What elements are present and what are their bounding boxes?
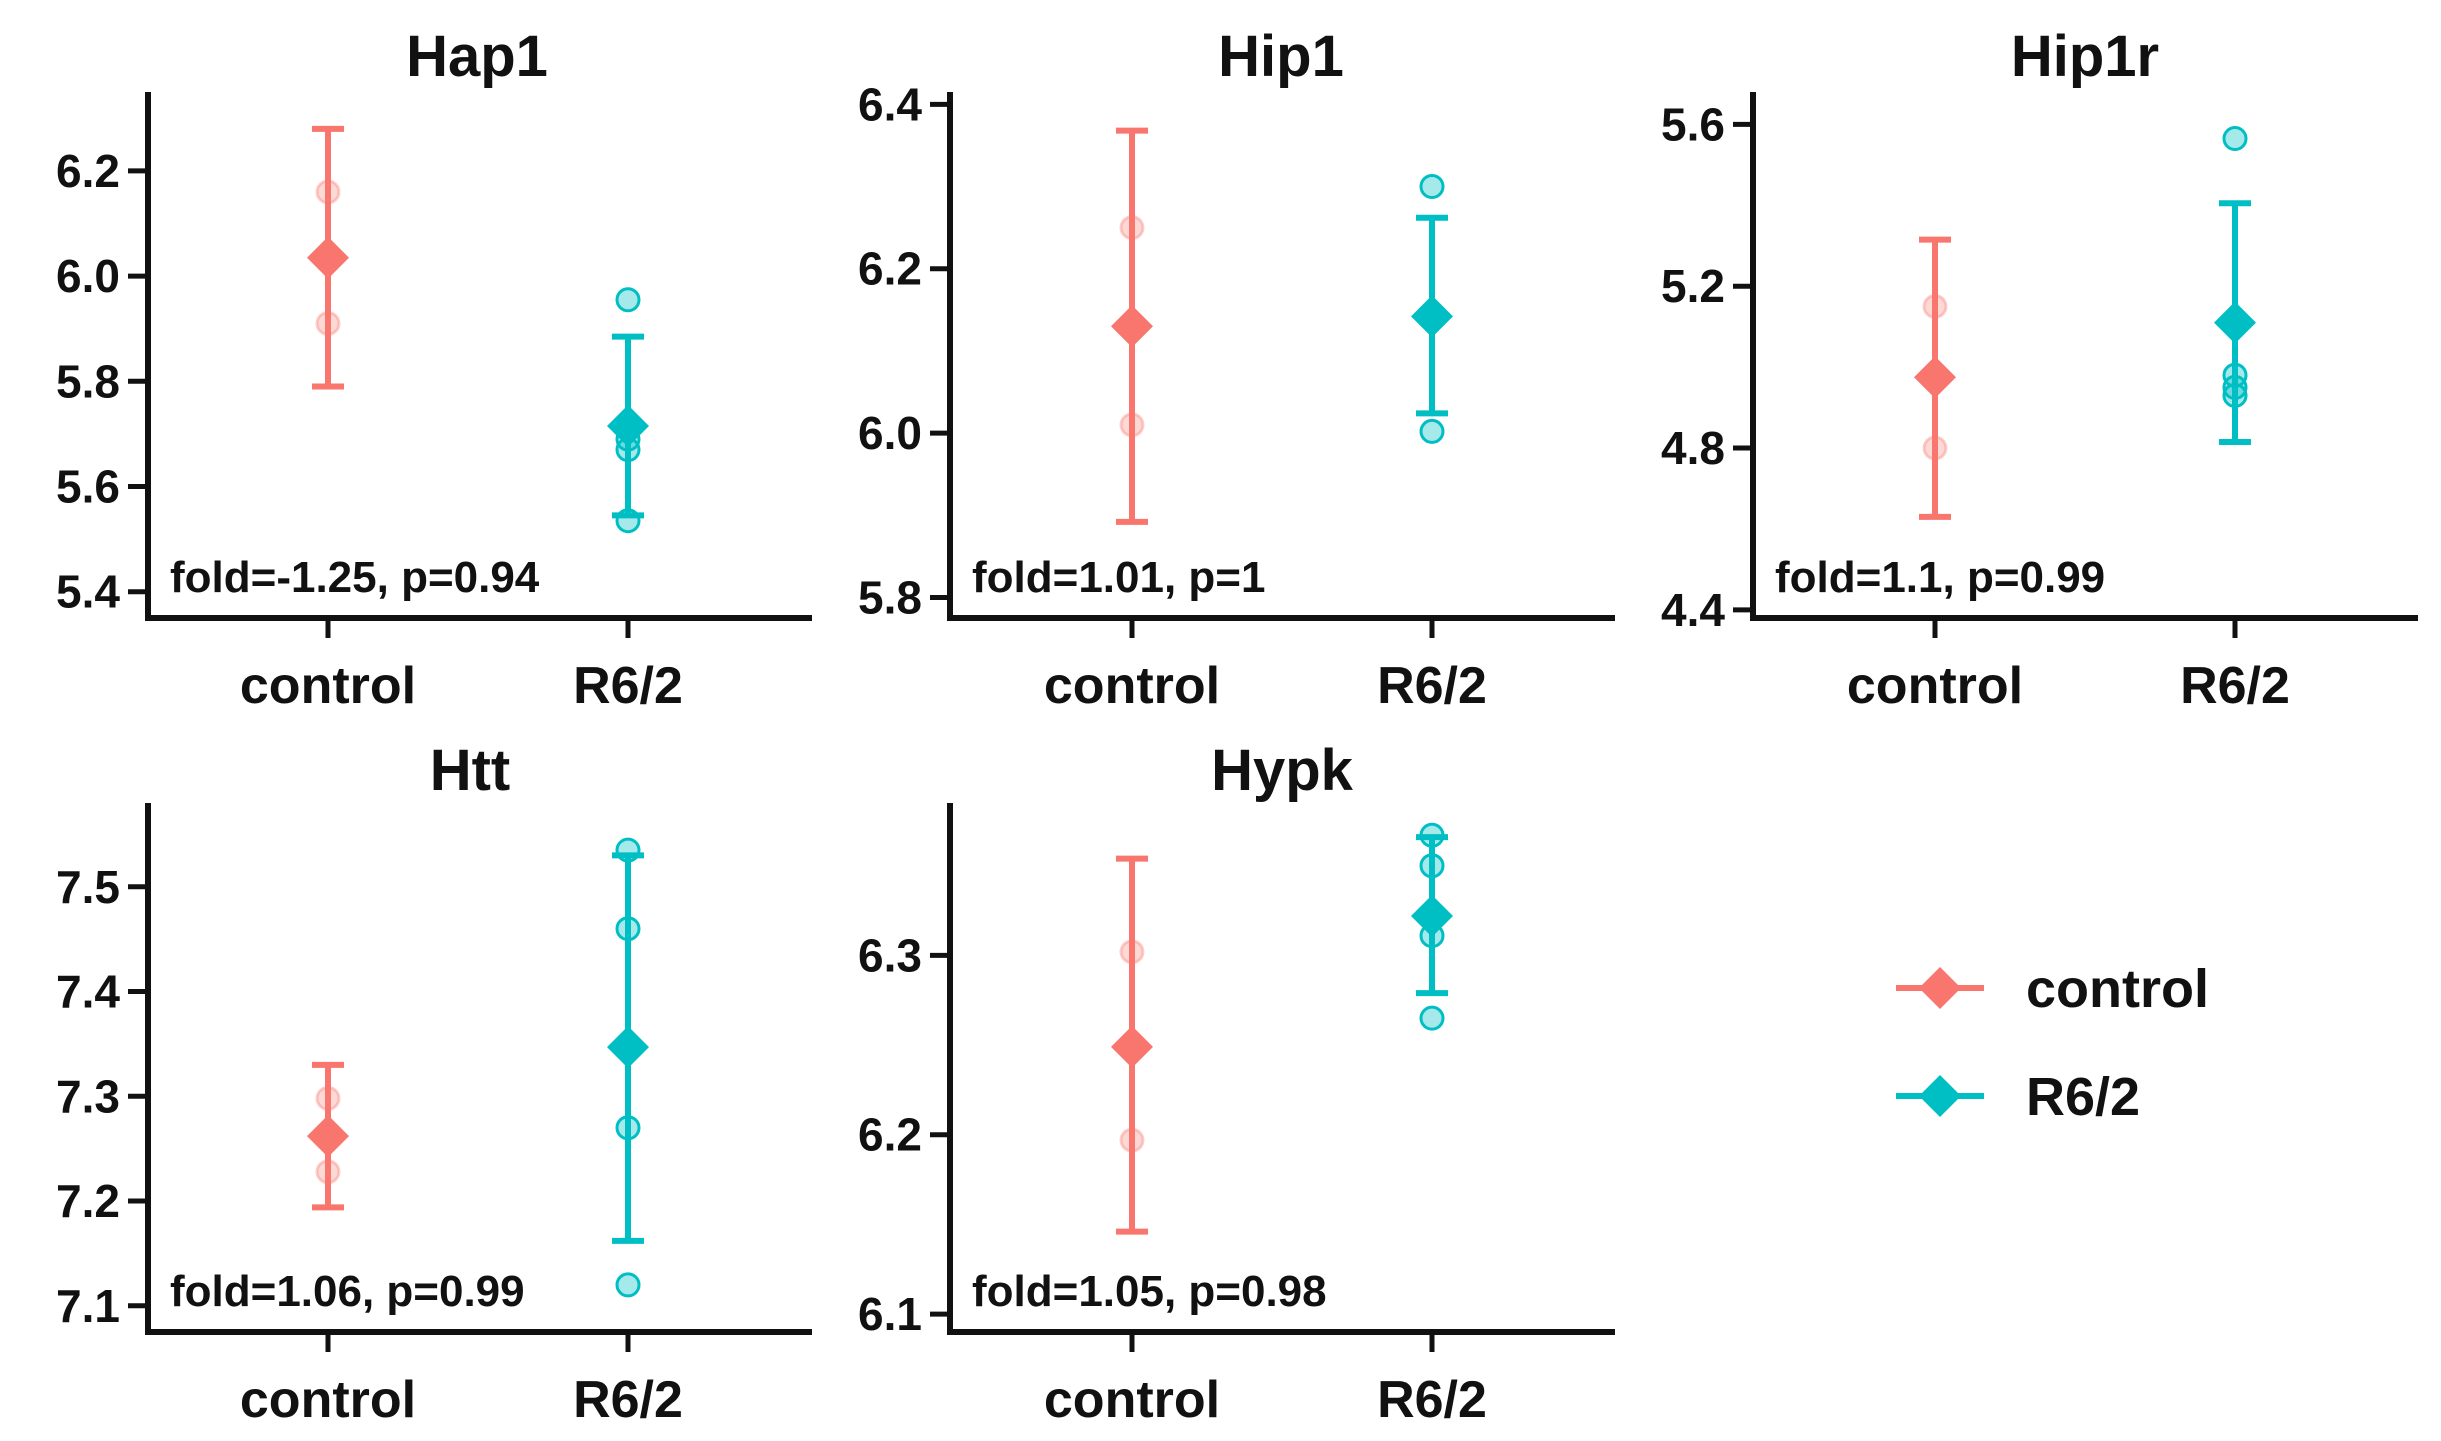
y-tick-label: 6.3 — [858, 929, 922, 981]
y-tick-label: 4.4 — [1661, 584, 1725, 636]
y-tick-label: 5.8 — [56, 355, 120, 407]
series-control — [1914, 236, 1956, 520]
stat-annotation: fold=1.1, p=0.99 — [1775, 553, 2105, 602]
y-tick-label: 7.3 — [56, 1070, 120, 1122]
x-tick-label: R6/2 — [1377, 657, 1487, 715]
legend-marker — [1919, 1075, 1961, 1117]
x-tick-label: R6/2 — [2180, 657, 2290, 715]
panel-title: Hap1 — [406, 24, 548, 89]
x-tick-label: control — [240, 657, 416, 715]
x-tick-label: control — [1044, 1371, 1220, 1429]
panel-hip1r: Hip1r 4.4 4.8 5.2 5.6 control R6/2 fold=1.1, p=… — [1661, 24, 2418, 715]
panel-title: Htt — [430, 738, 511, 803]
legend-label: R6/2 — [2026, 1067, 2140, 1127]
panel-hap1: Hap1 5.4 5.6 5.8 6.0 6.2 control R6/2 fold=-1.25… — [56, 24, 812, 715]
mean-marker — [1914, 356, 1956, 399]
mean-marker — [307, 236, 349, 279]
data-point — [1419, 174, 1445, 200]
mean-marker — [1411, 894, 1453, 937]
series-r6-2 — [1411, 822, 1453, 1031]
series-r6-2 — [1411, 174, 1453, 444]
stat-annotation: fold=1.06, p=0.99 — [170, 1267, 525, 1316]
series-control — [307, 125, 349, 390]
y-tick-label: 5.8 — [858, 571, 922, 623]
data-point — [1419, 418, 1445, 444]
legend-item-r6-2: R6/2 — [1896, 1067, 2140, 1127]
mean-marker — [2214, 301, 2256, 344]
mean-marker — [1411, 295, 1453, 338]
y-tick-label: 6.1 — [858, 1288, 922, 1340]
x-tick-label: control — [1847, 657, 2023, 715]
y-tick-label: 5.6 — [1661, 98, 1725, 150]
y-tick-label: 6.2 — [858, 243, 922, 295]
x-tick-label: R6/2 — [573, 1371, 683, 1429]
legend-marker — [1919, 967, 1961, 1009]
data-point — [615, 1272, 641, 1298]
mean-marker — [607, 405, 649, 448]
y-tick-label: 7.4 — [56, 966, 120, 1018]
y-tick-label: 4.8 — [1661, 422, 1725, 474]
stat-annotation: fold=1.01, p=1 — [972, 553, 1265, 602]
legend-item-control: control — [1896, 959, 2209, 1019]
legend: control R6/2 — [1896, 959, 2209, 1127]
mean-marker — [1111, 1025, 1153, 1068]
data-point — [615, 287, 641, 313]
panel-title: Hip1r — [2011, 24, 2159, 89]
x-tick-label: control — [1044, 657, 1220, 715]
series-r6-2 — [2214, 126, 2256, 445]
x-tick-label: R6/2 — [573, 657, 683, 715]
y-tick-label: 6.2 — [56, 145, 120, 197]
mean-marker — [1111, 305, 1153, 348]
y-tick-label: 7.5 — [56, 861, 120, 913]
y-tick-label: 5.6 — [56, 461, 120, 513]
data-point — [2222, 126, 2248, 152]
stat-annotation: fold=1.05, p=0.98 — [972, 1267, 1327, 1316]
panel-htt: Htt 7.1 7.2 7.3 7.4 7.5 control R6/2 fold=1.06, … — [56, 738, 812, 1429]
y-tick-label: 5.2 — [1661, 260, 1725, 312]
y-tick-label: 6.2 — [858, 1109, 922, 1161]
y-tick-label: 6.4 — [858, 78, 922, 130]
x-tick-label: R6/2 — [1377, 1371, 1487, 1429]
legend-label: control — [2026, 959, 2209, 1019]
y-tick-label: 7.2 — [56, 1175, 120, 1227]
y-tick-label: 6.0 — [858, 407, 922, 459]
series-control — [1111, 127, 1153, 525]
panel-hypk: Hypk 6.1 6.2 6.3 control R6/2 fold=1.05, p=0.9… — [858, 738, 1615, 1429]
series-control — [307, 1061, 349, 1211]
series-r6-2 — [607, 837, 649, 1298]
stat-annotation: fold=-1.25, p=0.94 — [170, 553, 540, 602]
series-r6-2 — [607, 287, 649, 534]
y-tick-label: 6.0 — [56, 250, 120, 302]
series-control — [1111, 855, 1153, 1235]
y-tick-label: 5.4 — [56, 566, 120, 618]
panel-hip1: Hip1 5.8 6.0 6.2 6.4 control R6/2 fold=1.01, p=… — [858, 24, 1615, 715]
mean-marker — [607, 1026, 649, 1069]
x-tick-label: control — [240, 1371, 416, 1429]
panel-title: Hip1 — [1218, 24, 1344, 89]
mean-marker — [307, 1115, 349, 1158]
data-point — [1419, 1005, 1445, 1031]
y-tick-label: 7.1 — [56, 1280, 120, 1332]
panel-title: Hypk — [1211, 738, 1354, 803]
